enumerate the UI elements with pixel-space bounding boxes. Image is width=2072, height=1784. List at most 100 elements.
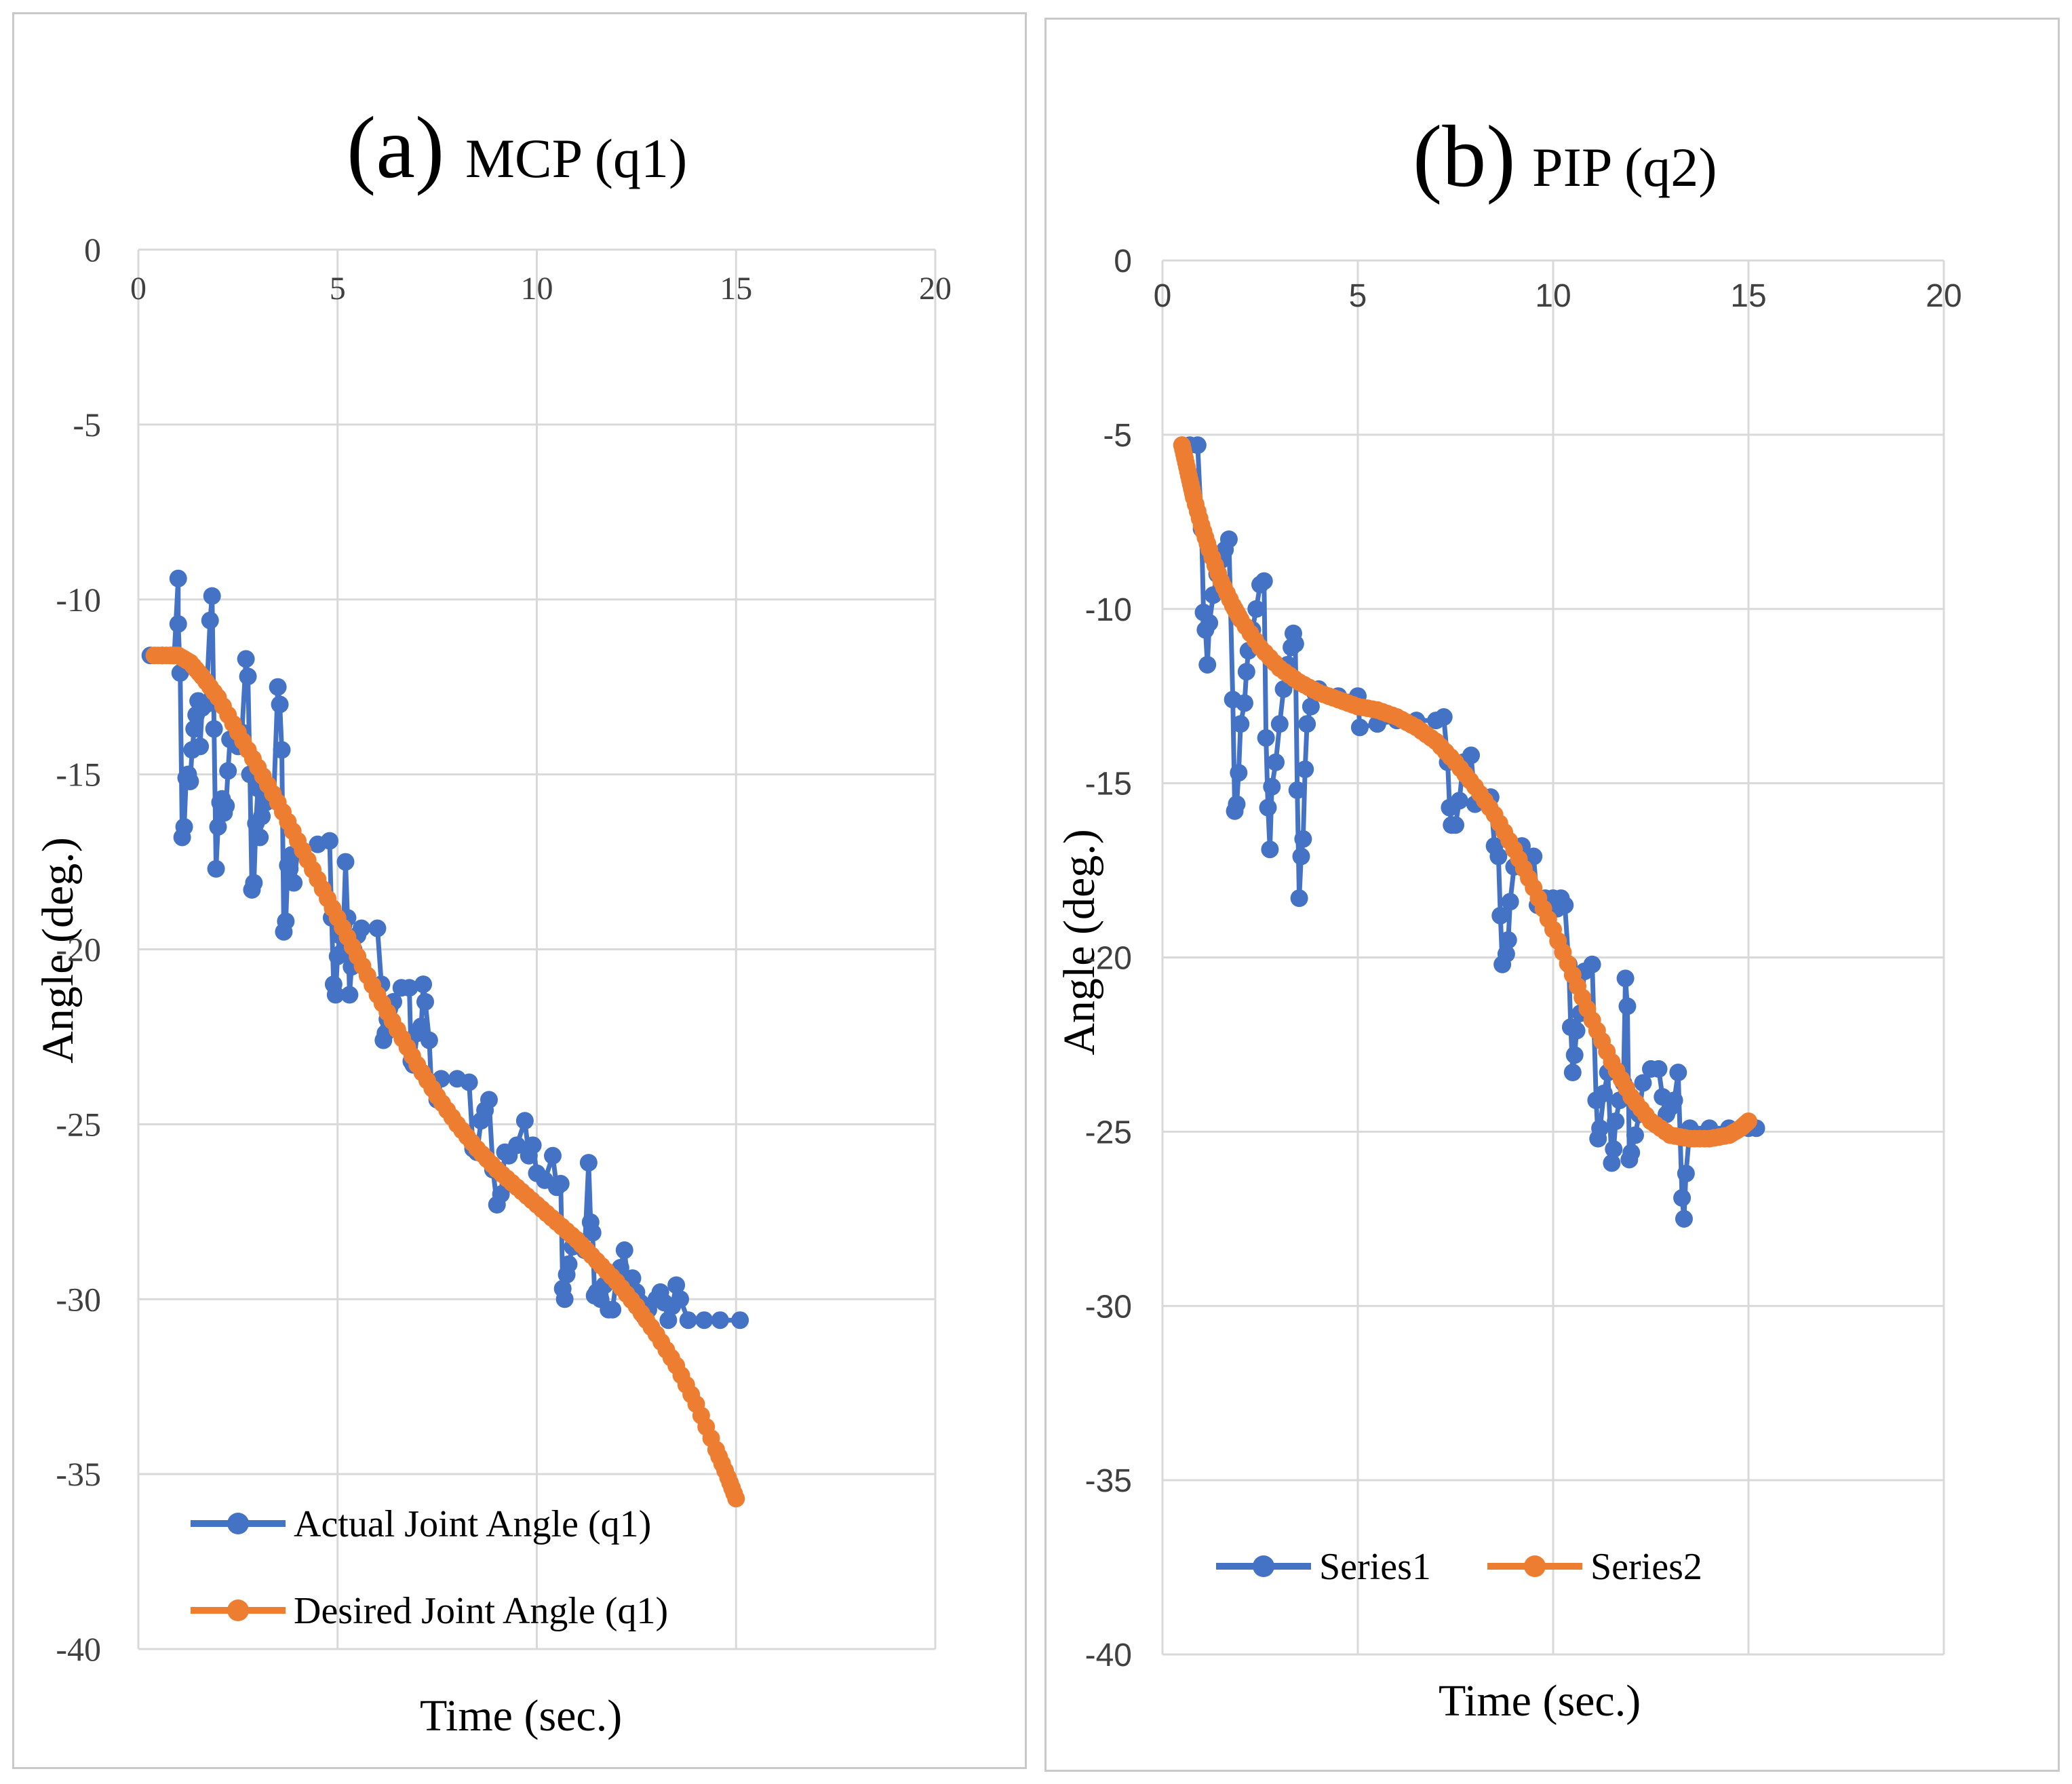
chart-a-legend: Actual Joint Angle (q1) Desired Joint Ang… <box>191 1503 668 1632</box>
chart-b-xlabel: Time (sec.) <box>1439 1676 1641 1726</box>
chart-a-x-tick-label: 0 <box>130 271 146 307</box>
chart-b-series-2-point <box>1209 564 1228 583</box>
chart-b-series-1-point <box>1232 715 1250 733</box>
chart-b-y-tick-label: 0 <box>1114 244 1132 279</box>
chart-a-y-tick-label: -20 <box>56 931 101 969</box>
chart-b-series-1-point <box>1489 847 1508 866</box>
chart-a-series-1-point <box>400 979 418 997</box>
chart-a-x-tick-label: 15 <box>720 271 752 307</box>
chart-b-series-1-point <box>1462 746 1481 764</box>
chart-a-series-1-point <box>253 807 271 826</box>
chart-a-series-1-point <box>185 720 203 738</box>
chart-b-y-tick-label: -5 <box>1103 418 1132 454</box>
chart-b-series-2-point <box>1559 954 1577 973</box>
chart-a-title-prefix: (a) <box>347 99 444 197</box>
chart-b-series-2-point <box>1481 798 1499 817</box>
chart-b-series-1-point <box>1591 1119 1609 1138</box>
chart-a-series-2-point <box>463 1133 482 1152</box>
chart-a-series-1-point <box>544 1146 562 1165</box>
chart-a-series-1-point <box>524 1136 542 1155</box>
chart-a-title: MCP (q1) <box>465 128 687 189</box>
chart-a-series-1-point <box>277 912 295 931</box>
chart-b-series-1-point <box>1230 764 1248 782</box>
chart-b-x-tick-label: 0 <box>1154 278 1172 314</box>
chart-b-series-2-point <box>1539 910 1557 928</box>
chart-b-series-2-point <box>1198 535 1217 553</box>
chart-b-y-tick-label: -10 <box>1085 592 1132 628</box>
chart-b-series-1-point <box>1616 969 1635 988</box>
chart-a-series-1-point <box>340 986 359 1004</box>
chart-b-svg: (b) PIP (q2) Time (sec.) Angle (deg.) 0 5… <box>1055 108 1962 1726</box>
chart-b-series-1-point <box>1563 1064 1582 1082</box>
chart-b-series-1-point <box>1499 931 1517 949</box>
chart-a-series-2-point <box>682 1385 701 1403</box>
chart-b-series-1-point <box>1450 792 1468 810</box>
chart-b-series-1-point <box>1257 729 1275 747</box>
chart-b-series-1 <box>1173 436 1765 1228</box>
chart-a-series-1-point <box>731 1311 749 1330</box>
chart-a-series-1-point <box>671 1290 689 1308</box>
chart-a-series-1-point <box>321 832 338 850</box>
chart-a-series-1-point <box>239 667 257 686</box>
chart-a-y-tick-label: -5 <box>73 406 101 444</box>
chart-a-y-tick-label: 0 <box>84 231 101 269</box>
chart-a-y-tick-label: -10 <box>56 581 101 619</box>
chart-a-series-1-point <box>219 762 237 780</box>
chart-a-series-2-point <box>383 1012 402 1030</box>
chart-b-y-tick-label: -20 <box>1085 941 1132 977</box>
chart-b-series-2-point <box>1461 771 1479 790</box>
chart-a-y-tick-label: -25 <box>56 1105 101 1143</box>
chart-b-series-1-point <box>1294 830 1312 848</box>
chart-a-ylabel: Angle (deg.) <box>33 837 83 1064</box>
chart-a-series-1-point <box>667 1276 686 1294</box>
chart-a-series-1-point <box>711 1311 729 1330</box>
chart-a-series-1-point <box>551 1175 570 1193</box>
chart-a-series-1-point <box>269 678 287 696</box>
chart-a-series-1-point <box>368 919 387 937</box>
chart-a-series-1-point <box>273 741 291 759</box>
chart-a-series-2-point <box>343 937 361 956</box>
chart-a-legend-swatch-marker-1 <box>227 1513 249 1534</box>
chart-b-series-2-point <box>1598 1043 1616 1061</box>
chart-a-y-tick-label: -40 <box>56 1630 101 1668</box>
chart-b-series-1-point <box>1607 1112 1625 1130</box>
chart-b-series-1-point <box>1634 1074 1652 1092</box>
chart-b-series-1-point <box>1525 847 1543 866</box>
chart-b-series-1-point <box>1302 697 1320 716</box>
chart-b-series-1-point <box>1665 1091 1683 1110</box>
chart-a-series-2-point <box>264 784 282 802</box>
chart-a-series-1-point <box>169 569 187 587</box>
chart-a-series-1-point <box>203 587 221 605</box>
chart-a-legend-swatch-marker-2 <box>227 1599 249 1621</box>
chart-a-series-1-point <box>209 817 227 836</box>
chart-a-x-tick-label: 20 <box>919 271 952 307</box>
chart-b-series-1-point <box>1556 896 1574 914</box>
chart-b-series-1-point <box>1626 1126 1644 1144</box>
chart-a-series-1-point <box>326 986 345 1004</box>
chart-a-svg: (a) MCP (q1) Time (sec.) Angle (deg.) 0 5… <box>33 99 952 1741</box>
chart-b-series-1-point <box>1263 777 1281 796</box>
chart-a-legend-label-1: Actual Joint Angle (q1) <box>294 1503 651 1545</box>
chart-a-series-2-point <box>443 1108 461 1127</box>
chart-b-legend-swatch-marker-2 <box>1524 1555 1546 1577</box>
chart-b-y-tick-label: -25 <box>1085 1114 1132 1150</box>
chart-a-series-1-point <box>659 1311 678 1330</box>
chart-b-series-1-point <box>1247 600 1266 618</box>
chart-b-series-1-point <box>1219 530 1238 548</box>
chart-a-series-1-point <box>508 1136 526 1155</box>
chart-b-y-tick-label: -30 <box>1085 1289 1132 1325</box>
chart-b-series-1-point <box>1255 572 1273 590</box>
chart-b-series-1-point <box>1200 614 1219 632</box>
chart-a-series-1-point <box>336 853 355 871</box>
chart-b-series-1-point <box>1259 798 1277 817</box>
chart-a-series-1-point <box>460 1073 478 1091</box>
chart-a-y-tick-label: -30 <box>56 1280 101 1318</box>
chart-b-x-tick-label: 5 <box>1349 278 1367 314</box>
chart-b-series-1-point <box>1669 1064 1687 1082</box>
chart-b-series-1-point <box>1491 906 1510 925</box>
chart-a-y-tick-label: -15 <box>56 756 101 794</box>
chart-b-y-tick-label: -15 <box>1085 767 1132 802</box>
chart-b-y-tick-label: -40 <box>1085 1637 1132 1673</box>
chart-b-series-1-point <box>1447 816 1464 834</box>
chart-a-series-2-point <box>642 1318 661 1336</box>
